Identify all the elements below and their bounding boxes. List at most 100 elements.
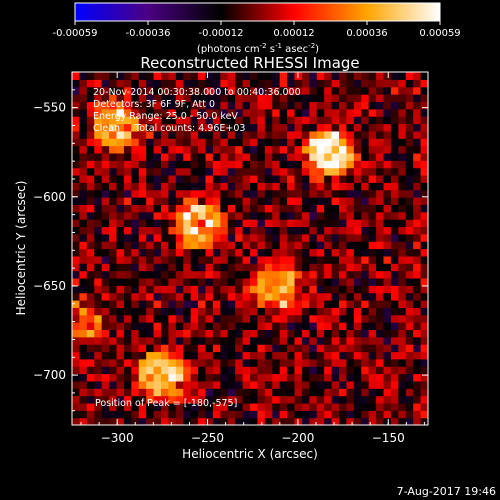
heatmap-cell (316, 160, 325, 169)
heatmap-cell (190, 241, 199, 250)
heatmap-cell (331, 314, 340, 323)
heatmap-cell (94, 116, 103, 125)
heatmap-cell (123, 241, 132, 250)
heatmap-cell (250, 366, 259, 375)
heatmap-cell (220, 329, 229, 338)
heatmap-cell (361, 322, 370, 330)
heatmap-cell (198, 395, 207, 404)
heatmap-cell (79, 204, 88, 213)
heatmap-cell (272, 410, 281, 419)
heatmap-cell (250, 322, 259, 330)
heatmap-cell (205, 116, 214, 125)
heatmap-cell (168, 101, 177, 110)
heatmap-cell (353, 410, 362, 419)
heatmap-cell (146, 182, 155, 191)
heatmap-cell (287, 79, 296, 88)
heatmap-cell (220, 388, 229, 397)
heatmap-cell (272, 270, 281, 279)
colorbar-ticks: -0.00059 -0.00036 -0.00012 0.00012 0.00036 0.… (53, 21, 461, 39)
heatmap-cell (368, 160, 377, 169)
heatmap-cell (79, 94, 88, 103)
heatmap-cell (205, 86, 214, 95)
heatmap-cell (301, 72, 310, 80)
heatmap-cell (368, 233, 377, 242)
heatmap-cell (109, 344, 118, 353)
heatmap-cell (257, 197, 266, 205)
heatmap-cell (138, 395, 147, 404)
heatmap-cell (131, 86, 140, 95)
heatmap-cell (190, 108, 199, 117)
heatmap-cell (220, 358, 229, 367)
heatmap-cell (242, 292, 251, 301)
heatmap-cell (123, 373, 132, 382)
heatmap-cell (398, 233, 407, 242)
heatmap-cell (390, 211, 399, 220)
heatmap-cell (346, 351, 355, 360)
heatmap-cell (198, 219, 207, 228)
heatmap-cell (316, 241, 325, 250)
heatmap-cell (324, 395, 333, 404)
heatmap-cell (116, 241, 125, 250)
heatmap-cell (361, 86, 370, 95)
heatmap-cell (264, 108, 273, 117)
heatmap-cell (309, 108, 318, 117)
heatmap-cell (220, 248, 229, 257)
heatmap-cell (123, 380, 132, 389)
heatmap-cell (346, 86, 355, 95)
heatmap-cell (383, 204, 392, 213)
heatmap-cell (79, 167, 88, 176)
heatmap-cell (109, 108, 118, 117)
heatmap-cell (250, 160, 259, 169)
heatmap-cell (72, 314, 81, 323)
heatmap-cell (190, 329, 199, 338)
heatmap-cell (116, 130, 125, 139)
heatmap-cell (272, 336, 281, 345)
heatmap-cell (72, 292, 81, 301)
heatmap-cell (294, 123, 303, 132)
heatmap-cell (146, 344, 155, 353)
heatmap-cell (242, 226, 251, 235)
heatmap-image (72, 72, 428, 425)
heatmap-cell (123, 417, 132, 425)
heatmap-cell (153, 329, 162, 338)
heatmap-cell (331, 410, 340, 419)
heatmap-cell (190, 351, 199, 360)
heatmap-cell (420, 211, 428, 220)
heatmap-cell (413, 336, 422, 345)
heatmap-cell (287, 270, 296, 279)
heatmap-cell (183, 241, 192, 250)
heatmap-cell (175, 167, 184, 176)
heatmap-cell (190, 277, 199, 286)
heatmap-cell (131, 248, 140, 257)
heatmap-cell (153, 417, 162, 425)
heatmap-cell (339, 299, 348, 308)
heatmap-cell (279, 307, 288, 316)
heatmap-cell (250, 314, 259, 323)
heatmap-cell (86, 277, 95, 286)
heatmap-cell (123, 211, 132, 220)
heatmap-cell (131, 123, 140, 132)
heatmap-cell (257, 270, 266, 279)
heatmap-cell (183, 351, 192, 360)
heatmap-cell (264, 336, 273, 345)
heatmap-cell (331, 248, 340, 257)
heatmap-cell (331, 145, 340, 154)
heatmap-cell (339, 138, 348, 147)
heatmap-cell (190, 388, 199, 397)
heatmap-cell (301, 358, 310, 367)
heatmap-cell (398, 86, 407, 95)
heatmap-cell (227, 395, 236, 404)
heatmap-cell (405, 72, 414, 80)
heatmap-cell (413, 410, 422, 419)
heatmap-cell (242, 160, 251, 169)
heatmap-cell (153, 380, 162, 389)
heatmap-cell (146, 108, 155, 117)
heatmap-cell (116, 116, 125, 125)
y-tick-label: −550 (33, 101, 66, 115)
heatmap-cell (405, 417, 414, 425)
heatmap-cell (376, 116, 385, 125)
heatmap-cell (86, 358, 95, 367)
heatmap-cell (353, 314, 362, 323)
heatmap-cell (331, 160, 340, 169)
heatmap-cell (242, 72, 251, 80)
